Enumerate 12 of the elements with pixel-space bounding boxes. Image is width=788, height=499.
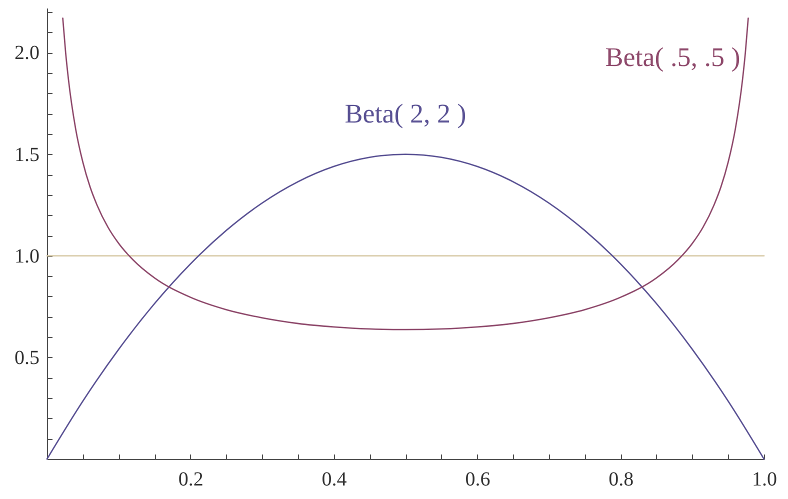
x-tick-label: 0.4: [322, 468, 347, 490]
series-label: Beta( 2, 2 ): [344, 98, 466, 128]
x-tick-label: 0.8: [608, 468, 634, 490]
y-tick-label: 2.0: [14, 42, 40, 64]
x-tick-label: 0.6: [465, 468, 490, 490]
y-tick-label: 1.5: [14, 144, 40, 166]
series-label: Beta( .5, .5 ): [605, 42, 740, 72]
y-tick-label: 0.5: [14, 346, 40, 369]
line-series: [62, 17, 749, 330]
x-tick-label: 0.2: [178, 468, 204, 490]
x-tick-label: 1.0: [752, 468, 777, 490]
y-tick-label: 1.0: [14, 245, 40, 268]
